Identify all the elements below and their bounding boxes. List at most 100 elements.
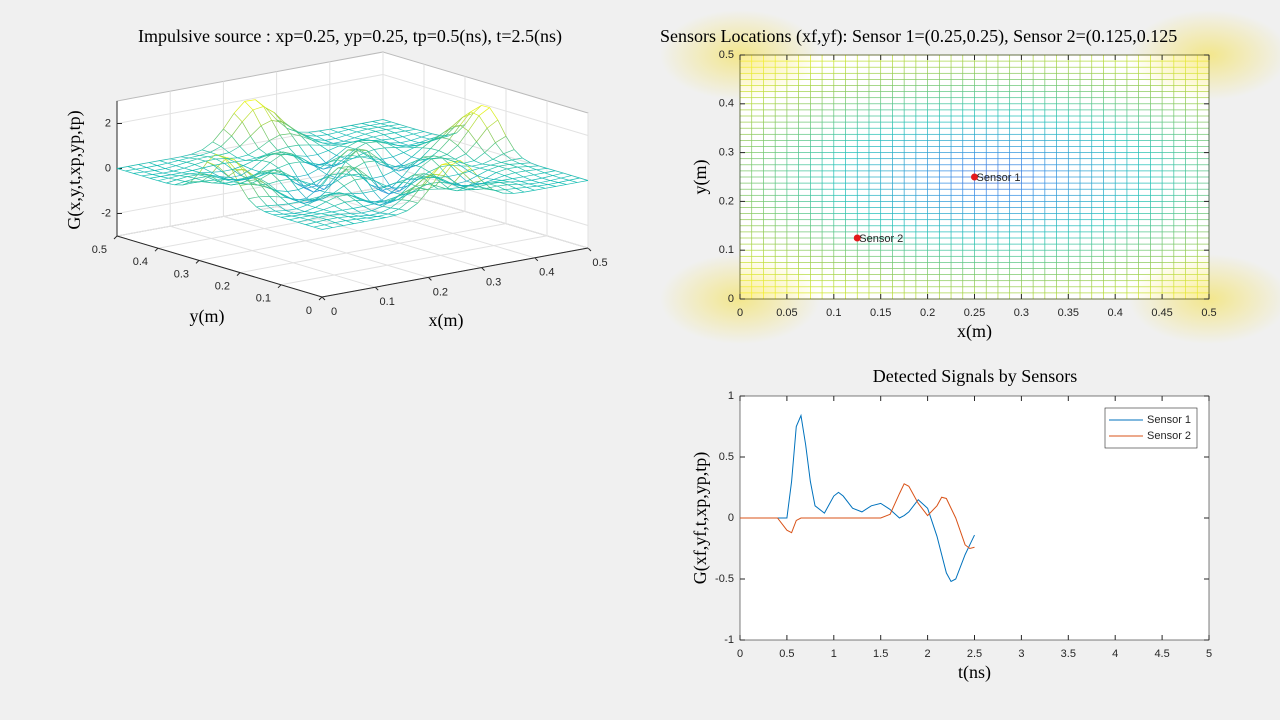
y-axis-label: G(xf,yf,t,xp,yp,tp) <box>690 452 711 584</box>
mesh-segment <box>170 158 179 161</box>
mesh-segment <box>361 121 373 124</box>
mesh-segment <box>212 128 224 143</box>
mesh-segment <box>361 123 370 126</box>
grid-line <box>239 88 507 274</box>
mesh-segment <box>248 196 259 200</box>
mesh-segment <box>301 199 313 202</box>
mesh-segment <box>387 196 396 203</box>
mesh-segment <box>519 162 531 164</box>
mesh-segment <box>409 164 418 169</box>
mesh-segment <box>255 179 267 188</box>
y-tick-label: 1 <box>728 390 734 402</box>
mesh-segment <box>207 154 219 158</box>
mesh-segment <box>333 185 345 194</box>
mesh-segment <box>332 225 344 228</box>
mesh-segment <box>377 157 386 164</box>
mesh-segment <box>352 208 362 214</box>
mesh-segment <box>367 175 377 182</box>
mesh-segment <box>385 163 397 168</box>
mesh-segment <box>449 139 458 146</box>
mesh-segment <box>415 173 425 179</box>
mesh-segment <box>202 165 214 169</box>
x-tick <box>481 267 485 271</box>
mesh-segment <box>154 168 166 171</box>
mesh-segment <box>152 174 161 177</box>
mesh-segment <box>380 187 392 192</box>
mesh-segment <box>283 213 295 215</box>
mesh-segment <box>315 185 325 190</box>
mesh-segment <box>234 159 246 170</box>
mesh-segment <box>307 204 316 208</box>
mesh-segment <box>348 126 360 130</box>
mesh-segment <box>188 155 200 159</box>
mesh-segment <box>517 166 529 168</box>
mesh-segment <box>412 164 421 168</box>
mesh-segment <box>455 158 464 164</box>
mesh-segment <box>536 169 545 174</box>
mesh-segment <box>357 140 366 144</box>
mesh-segment <box>329 128 339 133</box>
mesh-segment <box>373 190 382 201</box>
mesh-segment <box>248 171 260 179</box>
mesh-segment <box>148 162 158 166</box>
mesh-segment <box>288 201 300 205</box>
mesh-segment <box>258 148 268 155</box>
mesh-segment <box>566 182 578 185</box>
mesh-segment <box>341 155 351 164</box>
mesh-segment <box>391 138 401 144</box>
chart-title: Sensors Locations (xf,yf): Sensor 1=(0.2… <box>660 26 1177 47</box>
mesh-segment <box>160 174 172 177</box>
mesh-segment <box>271 188 281 198</box>
mesh-segment <box>447 174 459 177</box>
mesh-segment <box>398 167 408 172</box>
mesh-segment <box>393 170 403 178</box>
mesh-segment <box>369 215 378 217</box>
mesh-segment <box>362 136 374 140</box>
mesh-segment <box>351 173 360 176</box>
mesh-segment <box>353 168 363 178</box>
mesh-segment <box>311 139 323 144</box>
mesh-segment <box>501 162 510 165</box>
mesh-segment <box>529 182 540 185</box>
mesh-segment <box>498 164 510 167</box>
mesh-segment <box>146 165 158 168</box>
mesh-segment <box>372 119 384 122</box>
mesh-segment <box>315 201 327 208</box>
mesh-segment <box>317 150 329 155</box>
mesh-segment <box>279 133 291 136</box>
mesh-segment <box>467 186 479 191</box>
mesh-segment <box>499 182 508 186</box>
mesh-segment <box>505 188 517 190</box>
mesh-segment <box>560 175 572 179</box>
x-tick-label: 0.1 <box>826 307 841 319</box>
mesh-segment <box>390 164 402 169</box>
mesh-segment <box>528 183 538 187</box>
y-axis-label: y(m) <box>190 306 225 327</box>
mesh-segment <box>138 164 147 168</box>
mesh-segment <box>413 133 422 138</box>
mesh-segment <box>289 178 301 182</box>
mesh-segment <box>506 168 516 173</box>
mesh-segment <box>370 202 380 206</box>
mesh-segment <box>264 210 276 212</box>
mesh-segment <box>428 157 437 160</box>
mesh-segment <box>250 183 260 198</box>
mesh-segment <box>276 190 288 192</box>
mesh-segment <box>346 134 355 139</box>
mesh-segment <box>329 213 340 216</box>
mesh-segment <box>411 156 421 160</box>
y-tick <box>277 284 282 289</box>
mesh-segment <box>191 153 200 156</box>
mesh-segment <box>371 205 383 212</box>
mesh-segment <box>219 176 231 178</box>
mesh-segment <box>528 166 537 170</box>
mesh-segment <box>401 189 413 200</box>
mesh-segment <box>456 124 466 134</box>
mesh-segment <box>466 175 478 182</box>
mesh-segment <box>462 111 471 118</box>
x-tick <box>321 296 326 301</box>
mesh-segment <box>321 175 331 187</box>
mesh-segment <box>542 177 551 181</box>
